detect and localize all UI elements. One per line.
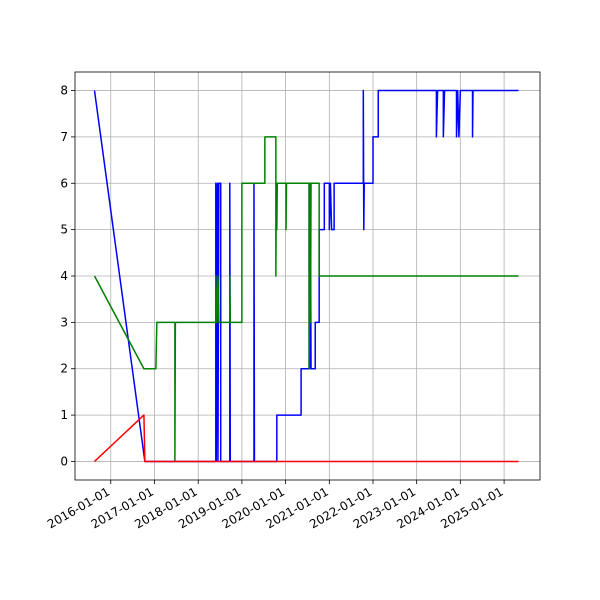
y-tick-label: 6 (60, 176, 68, 190)
y-tick-label: 7 (60, 130, 68, 144)
data-line (93, 136, 519, 463)
y-tick-label: 4 (60, 269, 68, 283)
y-tick-label: 3 (60, 315, 68, 329)
lines (93, 89, 519, 463)
data-line (93, 414, 519, 463)
y-tick-label: 5 (60, 223, 68, 237)
y-tick-label: 1 (60, 408, 68, 422)
y-tick-label: 2 (60, 362, 68, 376)
y-tick-label: 8 (60, 84, 68, 98)
y-tick-label: 0 (60, 454, 68, 468)
